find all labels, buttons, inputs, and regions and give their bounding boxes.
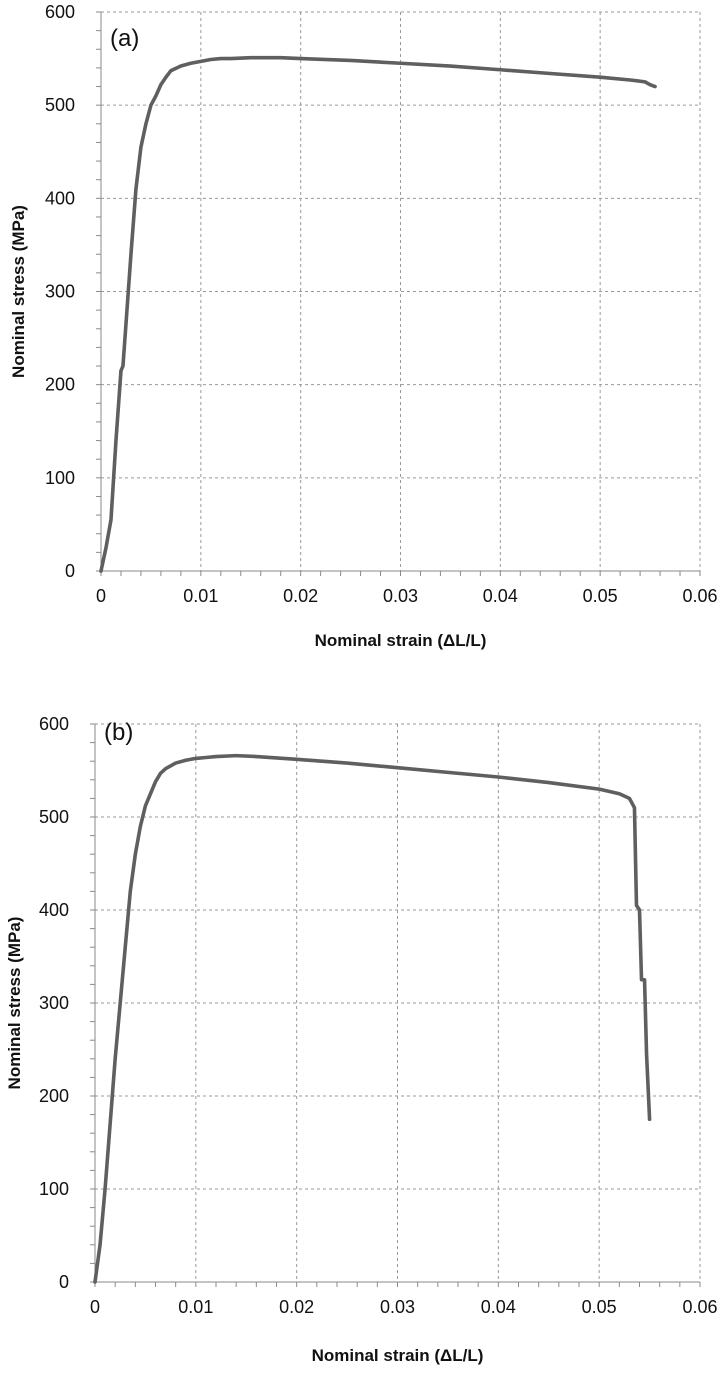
y-tick-label: 600 xyxy=(39,714,69,734)
x-axis-title: Nominal strain (ΔL/L) xyxy=(315,631,487,650)
x-tick-label: 0.04 xyxy=(483,586,518,606)
x-tick-label: 0.02 xyxy=(283,586,318,606)
chart-panel-2: 0 0.01 0.02 0.03 0.04 0.05 0.06 0 100 200 300 400 50… xyxy=(5,714,718,1365)
y-tick-label: 100 xyxy=(45,468,75,488)
y-tick-label: 500 xyxy=(39,807,69,827)
x-axis-title: Nominal strain (ΔL/L) xyxy=(312,1346,484,1365)
x-tick-label: 0 xyxy=(96,586,106,606)
y-tick-label: 0 xyxy=(59,1272,69,1292)
y-axis-title: Nominal stress (MPa) xyxy=(5,917,24,1090)
y-tick-label: 100 xyxy=(39,1179,69,1199)
x-tick-label: 0.06 xyxy=(682,1297,717,1317)
x-tick-label: 0.01 xyxy=(178,1297,213,1317)
stress-strain-curve xyxy=(99,55,657,573)
x-tick-label: 0.01 xyxy=(183,586,218,606)
x-tick-label: 0.05 xyxy=(583,586,618,606)
x-tick-label: 0.03 xyxy=(383,586,418,606)
panel-label: (b) xyxy=(104,719,133,746)
stress-strain-curve xyxy=(93,753,652,1284)
y-tick-label: 200 xyxy=(45,375,75,395)
chart-panel-1: 0 0.01 0.02 0.03 0.04 0.05 0.06 0 100 200 300 400 50… xyxy=(9,2,718,650)
y-axis-title: Nominal stress (MPa) xyxy=(9,205,28,378)
y-tick-label: 0 xyxy=(65,561,75,581)
x-tick-label: 0.02 xyxy=(279,1297,314,1317)
panel-label: (a) xyxy=(110,25,139,52)
x-tick-label: 0.04 xyxy=(481,1297,516,1317)
y-tick-label: 600 xyxy=(45,2,75,22)
y-tick-label: 300 xyxy=(39,993,69,1013)
y-tick-label: 400 xyxy=(39,900,69,920)
y-tick-label: 500 xyxy=(45,95,75,115)
y-tick-label: 400 xyxy=(45,188,75,208)
x-tick-label: 0 xyxy=(90,1297,100,1317)
x-tick-label: 0.03 xyxy=(380,1297,415,1317)
x-tick-label: 0.05 xyxy=(582,1297,617,1317)
y-tick-label: 200 xyxy=(39,1086,69,1106)
x-tick-label: 0.06 xyxy=(682,586,717,606)
y-tick-label: 300 xyxy=(45,282,75,302)
